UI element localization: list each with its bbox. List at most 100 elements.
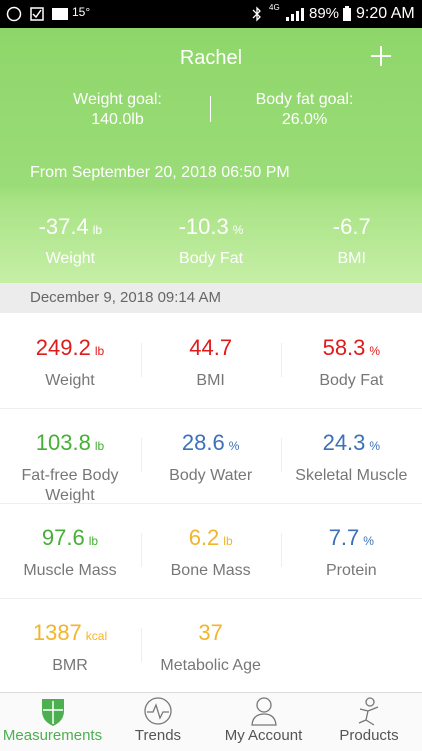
metrics-grid: 249.2 lb Weight 44.7 BMI 58.3% Body Fat 103.8 lb… xyxy=(0,313,422,693)
metric-label: Protein xyxy=(325,562,377,579)
clock: 9:20 AM xyxy=(356,5,415,22)
bottom-nav: Measurements Trends My Account Products xyxy=(0,692,422,751)
since-date: From September 20, 2018 06:50 PM xyxy=(30,164,290,181)
weight-goal: 140.0lb xyxy=(91,111,144,128)
metric-value-row: 249.2 lb xyxy=(0,335,140,361)
metric-unit: % xyxy=(369,439,381,453)
metric-value-row: 28.6% xyxy=(141,430,281,456)
change-label: Weight xyxy=(45,250,96,267)
change-value-row: -10.3% xyxy=(141,214,282,240)
metric-unit: lb xyxy=(88,534,99,548)
temperature: 15° xyxy=(72,5,91,19)
measurement-date: December 9, 2018 09:14 AM xyxy=(30,289,221,306)
metric-unit: lb xyxy=(223,534,233,548)
metric-value: 37 xyxy=(198,620,223,645)
metric-value-row: 24.3% xyxy=(281,430,421,456)
change-value: -10.3 xyxy=(178,214,229,239)
metric-value: 103.8 xyxy=(35,430,91,455)
nav-label: Measurements xyxy=(2,727,103,744)
metric-value-row: 37 xyxy=(141,620,281,646)
change-item: -6.7 BMI xyxy=(281,214,422,268)
metric-cell[interactable]: 103.8 lb Fat-free Body Weight xyxy=(0,430,140,506)
metric-cell[interactable]: 24.3% Skeletal Muscle xyxy=(281,430,421,486)
summary-header: Rachel Weight goal: 140.0lb Body fat goa… xyxy=(0,28,422,283)
metric-unit: % xyxy=(369,344,381,358)
change-value-row: -6.7 xyxy=(281,214,422,240)
user-name[interactable]: Rachel xyxy=(179,47,243,69)
nav-icon xyxy=(250,697,277,726)
battery-icon xyxy=(343,6,351,21)
cell-divider xyxy=(140,438,142,472)
metric-value: 7.7 xyxy=(328,525,360,550)
nav-icon xyxy=(358,697,379,726)
metric-cell[interactable]: 7.7% Protein xyxy=(281,525,421,581)
change-label: Body Fat xyxy=(179,250,244,267)
metric-value: 97.6 xyxy=(41,525,85,550)
nav-label: My Account xyxy=(224,727,303,744)
cell-divider xyxy=(281,533,283,567)
body-fat-goal: 26.0% xyxy=(281,111,328,128)
metric-label: Metabolic Age xyxy=(160,657,261,674)
change-unit: % xyxy=(232,223,244,237)
nav-item[interactable]: Trends xyxy=(106,693,211,751)
status-bar: 15° 4G 89% 9:20 AM xyxy=(0,0,422,28)
metric-value-row: 6.2 lb xyxy=(141,525,281,551)
row-divider xyxy=(0,503,422,504)
nav-item[interactable]: Measurements xyxy=(0,693,105,751)
metric-unit: % xyxy=(363,534,374,548)
body-fat-goal-label: Body fat goal: xyxy=(255,91,354,108)
metric-cell[interactable]: 97.6 lb Muscle Mass xyxy=(0,525,140,581)
metric-value: 6.2 xyxy=(188,525,220,550)
metric-label: Weight xyxy=(45,372,95,389)
metric-cell[interactable]: 1387 kcal BMR xyxy=(0,620,140,676)
metric-cell[interactable]: 249.2 lb Weight xyxy=(0,335,140,391)
metric-cell[interactable]: 28.6% Body Water xyxy=(141,430,281,486)
metric-cell[interactable]: 44.7 BMI xyxy=(141,335,281,391)
cell-divider xyxy=(140,533,142,567)
metric-cell[interactable]: 58.3% Body Fat xyxy=(281,335,421,391)
metric-value: 44.7 xyxy=(189,335,233,360)
nav-label: Products xyxy=(339,727,399,744)
network: 4G xyxy=(269,3,280,12)
nav-item[interactable]: Products xyxy=(317,693,422,751)
row-divider xyxy=(0,408,422,409)
cell-divider xyxy=(140,343,142,377)
metric-value-row: 97.6 lb xyxy=(0,525,140,551)
battery-level: 89% xyxy=(309,5,340,22)
cell-divider xyxy=(281,343,283,377)
metric-label: Fat-free Body Weight xyxy=(21,467,119,504)
divider xyxy=(210,96,211,122)
metric-value-row: 58.3% xyxy=(281,335,421,361)
row-divider xyxy=(0,598,422,599)
metric-value-row: 103.8 lb xyxy=(0,430,140,456)
nav-item[interactable]: My Account xyxy=(211,693,316,751)
nav-icon xyxy=(41,699,64,726)
metric-label: BMI xyxy=(196,372,225,389)
notification-icons xyxy=(6,6,68,22)
add-button[interactable] xyxy=(370,45,392,67)
metric-unit: lb xyxy=(94,344,105,358)
metric-value: 249.2 xyxy=(35,335,91,360)
metric-value-row: 44.7 xyxy=(141,335,281,361)
metric-label: BMR xyxy=(52,657,88,674)
metric-unit: % xyxy=(228,439,240,453)
change-value-row: -37.4 lb xyxy=(0,214,141,240)
metric-value-row: 1387 kcal xyxy=(0,620,140,646)
metric-label: Body Water xyxy=(169,467,253,484)
metric-label: Skeletal Muscle xyxy=(295,467,408,484)
metric-value: 24.3 xyxy=(322,430,366,455)
metric-value: 28.6 xyxy=(181,430,225,455)
metric-label: Bone Mass xyxy=(170,562,251,579)
metric-cell[interactable]: 6.2 lb Bone Mass xyxy=(141,525,281,581)
change-item: -10.3% Body Fat xyxy=(141,214,282,268)
cell-divider xyxy=(140,628,142,662)
change-value: -6.7 xyxy=(332,214,371,239)
date-bar: December 9, 2018 09:14 AM xyxy=(0,283,422,313)
metric-unit: lb xyxy=(94,439,105,453)
metric-cell[interactable]: 37 Metabolic Age xyxy=(141,620,281,676)
cell-divider xyxy=(281,438,283,472)
metric-label: Muscle Mass xyxy=(23,562,117,579)
change-label: BMI xyxy=(337,250,366,267)
nav-label: Trends xyxy=(134,727,182,744)
